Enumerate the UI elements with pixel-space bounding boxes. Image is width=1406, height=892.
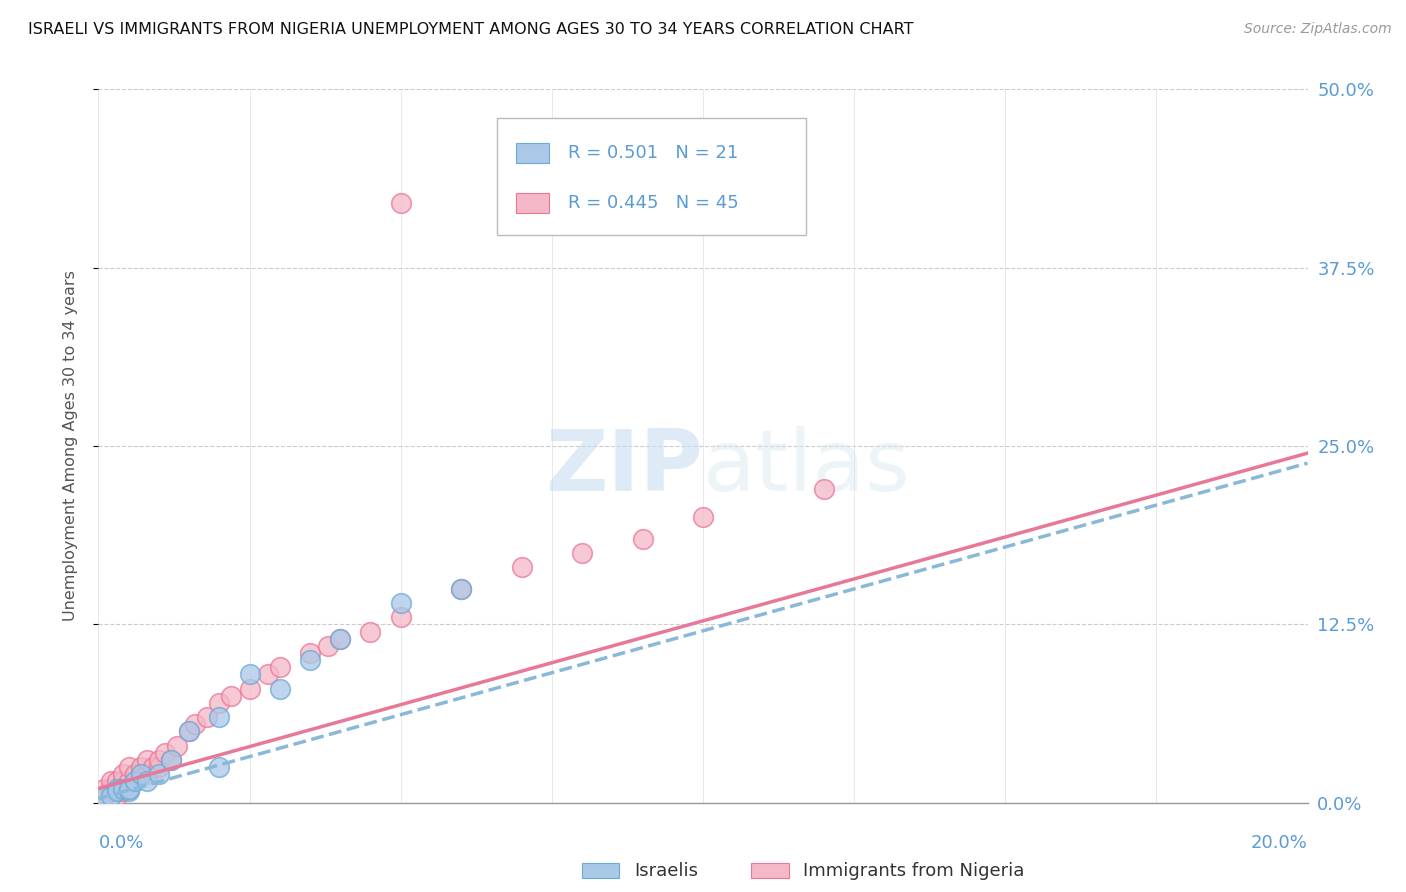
FancyBboxPatch shape — [498, 118, 806, 235]
Point — [510, 560, 533, 574]
Point — [105, 789, 128, 803]
Point — [360, 624, 382, 639]
Point — [166, 739, 188, 753]
Y-axis label: Unemployment Among Ages 30 to 34 years: Unemployment Among Ages 30 to 34 years — [63, 270, 77, 622]
Point — [135, 774, 157, 789]
Point — [100, 789, 122, 803]
Bar — [751, 863, 789, 879]
Point — [93, 781, 115, 796]
Point — [105, 774, 128, 789]
Point — [111, 781, 134, 796]
Text: 20.0%: 20.0% — [1251, 834, 1308, 852]
Text: atlas: atlas — [703, 425, 911, 509]
Point — [316, 639, 339, 653]
Text: 0.0%: 0.0% — [98, 834, 143, 852]
Point — [118, 760, 141, 774]
Point — [389, 196, 412, 211]
Point — [118, 774, 141, 789]
Text: Immigrants from Nigeria: Immigrants from Nigeria — [803, 862, 1025, 880]
Point — [129, 767, 152, 781]
Point — [256, 667, 278, 681]
Point — [450, 582, 472, 596]
Point — [105, 781, 128, 796]
Point — [135, 753, 157, 767]
Point — [239, 667, 262, 681]
Point — [389, 596, 412, 610]
Point — [329, 632, 352, 646]
Point — [100, 774, 122, 789]
Point — [111, 774, 134, 789]
Point — [813, 482, 835, 496]
Point — [450, 582, 472, 596]
Text: Source: ZipAtlas.com: Source: ZipAtlas.com — [1244, 22, 1392, 37]
Point — [124, 774, 146, 789]
Point — [118, 784, 141, 798]
Point — [631, 532, 654, 546]
Point — [142, 760, 165, 774]
Point — [153, 746, 176, 760]
Text: R = 0.445   N = 45: R = 0.445 N = 45 — [568, 194, 738, 212]
Point — [299, 646, 322, 660]
Point — [135, 767, 157, 781]
Point — [160, 753, 183, 767]
Point — [329, 632, 352, 646]
Point — [118, 781, 141, 796]
Bar — [516, 144, 550, 163]
Point — [118, 781, 141, 796]
Point — [571, 546, 593, 560]
Point — [129, 767, 152, 781]
Point — [111, 784, 134, 798]
Point — [148, 767, 170, 781]
Point — [208, 710, 231, 724]
Point — [93, 789, 115, 803]
Point — [124, 774, 146, 789]
Bar — [582, 863, 619, 879]
Point — [239, 681, 262, 696]
Point — [269, 660, 291, 674]
Text: ZIP: ZIP — [546, 425, 703, 509]
Point — [148, 753, 170, 767]
Point — [124, 767, 146, 781]
Point — [129, 760, 152, 774]
Text: ISRAELI VS IMMIGRANTS FROM NIGERIA UNEMPLOYMENT AMONG AGES 30 TO 34 YEARS CORREL: ISRAELI VS IMMIGRANTS FROM NIGERIA UNEMP… — [28, 22, 914, 37]
Point — [100, 781, 122, 796]
Text: Israelis: Israelis — [634, 862, 697, 880]
Point — [160, 753, 183, 767]
Point — [148, 760, 170, 774]
Point — [93, 789, 115, 803]
Point — [208, 696, 231, 710]
Point — [111, 767, 134, 781]
Point — [105, 781, 128, 796]
Point — [221, 689, 243, 703]
Bar — [516, 194, 550, 213]
Point — [269, 681, 291, 696]
Point — [208, 760, 231, 774]
Point — [389, 610, 412, 624]
Point — [105, 784, 128, 798]
Point — [179, 724, 201, 739]
Point — [692, 510, 714, 524]
Point — [195, 710, 218, 724]
Point — [179, 724, 201, 739]
Point — [184, 717, 207, 731]
Text: R = 0.501   N = 21: R = 0.501 N = 21 — [568, 145, 738, 162]
Point — [299, 653, 322, 667]
